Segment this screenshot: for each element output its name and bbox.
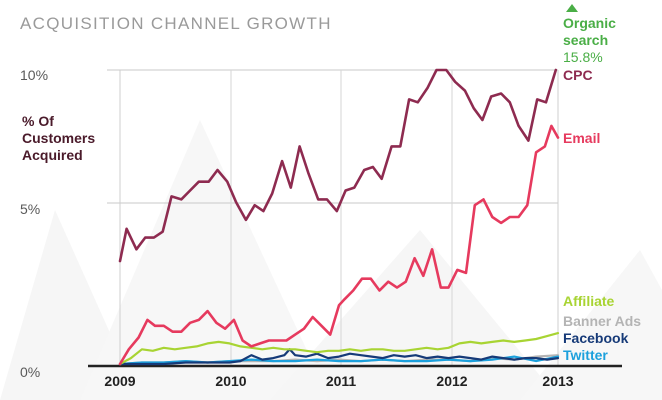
series-line-affiliate — [118, 332, 560, 366]
organic-search-annotation: Organic search 15.8% — [563, 4, 616, 65]
x-tick-label-2012: 2012 — [436, 373, 467, 389]
legend-label-banner-ads: Banner Ads — [563, 313, 641, 329]
background-shapes — [0, 120, 662, 400]
legend-label-facebook: Facebook — [563, 330, 629, 346]
x-tick-label-2010: 2010 — [215, 373, 246, 389]
organic-search-label-line-2: search — [563, 32, 608, 48]
legend-label-twitter: Twitter — [563, 347, 608, 363]
y-tick-label-10: 10% — [20, 67, 48, 83]
x-tick-label-2009: 2009 — [104, 373, 135, 389]
y-axis-label-line-3: Acquired — [22, 147, 83, 163]
chart-title: ACQUISITION CHANNEL GROWTH — [20, 14, 332, 33]
legend-label-affiliate: Affiliate — [563, 293, 615, 309]
series-layer — [118, 68, 560, 366]
y-axis-label-line-2: Customers — [22, 130, 95, 146]
legend: CPC Email Affiliate Banner Ads Facebook … — [563, 67, 641, 363]
y-tick-label-5: 5% — [20, 201, 40, 217]
x-tick-label-2011: 2011 — [326, 373, 357, 389]
grid — [88, 69, 622, 368]
series-line-facebook — [118, 348, 560, 366]
legend-label-email: Email — [563, 130, 600, 146]
x-tick-label-2013: 2013 — [542, 373, 573, 389]
organic-search-value: 15.8% — [563, 49, 603, 65]
legend-label-cpc: CPC — [563, 67, 593, 83]
series-line-email — [118, 124, 560, 366]
organic-search-up-arrow-icon — [566, 4, 578, 12]
y-axis-label-line-1: % Of — [22, 113, 54, 129]
organic-search-label-line-1: Organic — [563, 15, 616, 31]
y-tick-label-0: 0% — [20, 364, 40, 380]
series-line-cpc — [118, 68, 558, 263]
